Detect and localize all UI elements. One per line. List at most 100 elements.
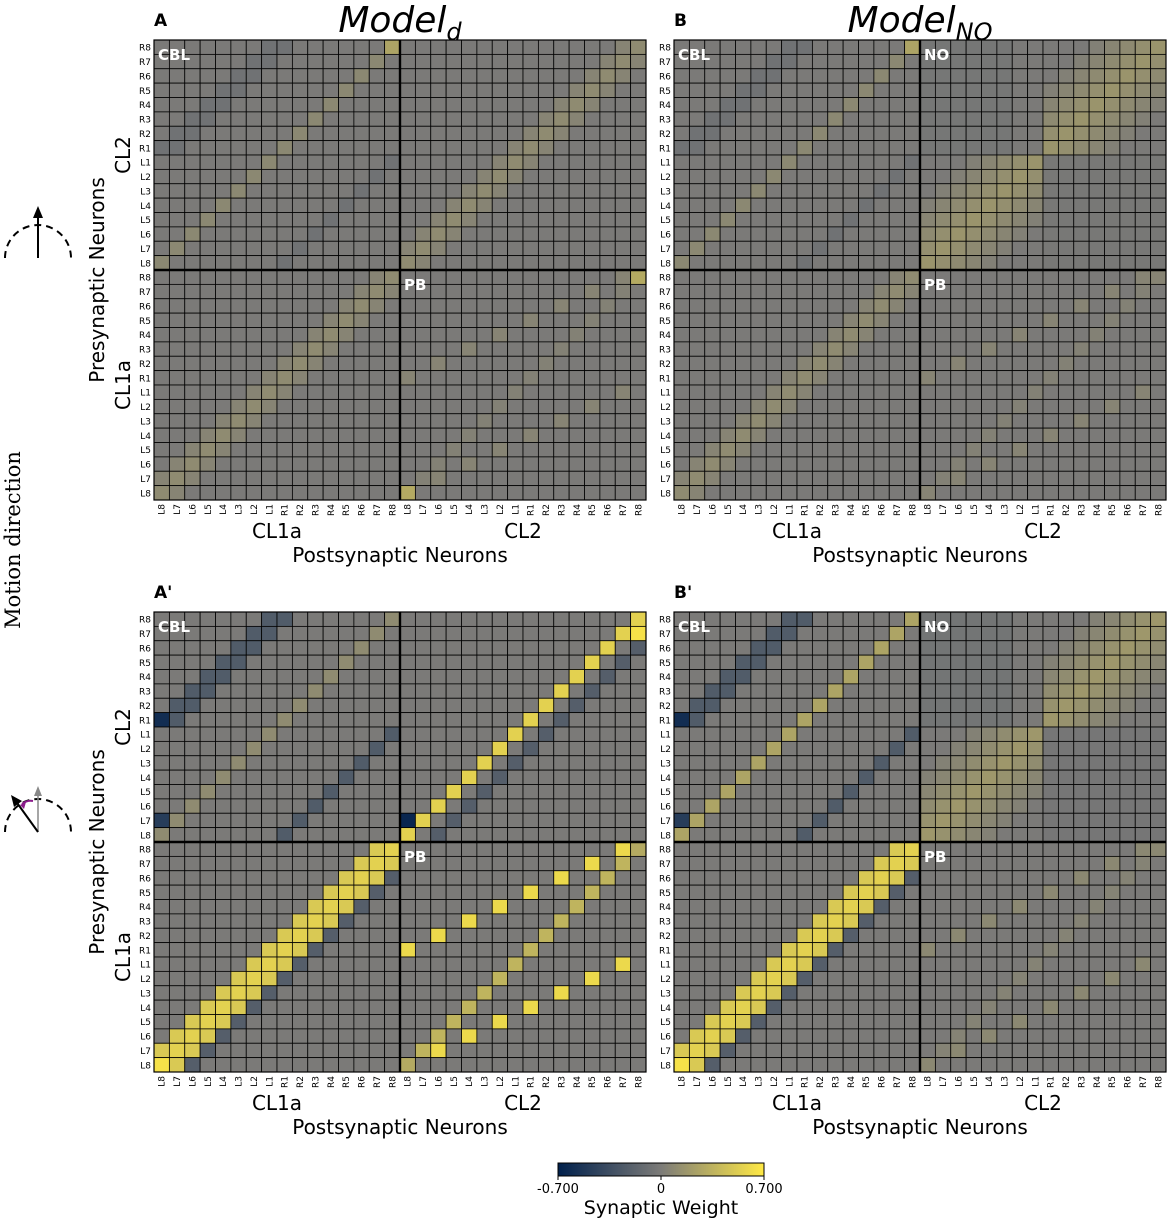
heatmap-cell [322,183,339,199]
heatmap-cell [230,640,247,656]
heatmap-cell [704,956,721,972]
heatmap-cell [338,456,355,472]
heatmap-cell [827,240,844,257]
heatmap-cell [476,899,493,915]
heatmap-cell [673,427,690,443]
heatmap-cell [614,870,632,886]
panel-letter: B [674,11,687,31]
heatmap-cell [904,726,921,742]
heatmap-cell [1150,226,1167,242]
heatmap-cell [1088,154,1105,170]
heatmap-cell [461,312,478,328]
heatmap-cell [399,427,416,443]
heatmap-cell [1134,212,1152,228]
heatmap-cell [934,1014,952,1030]
heatmap-cell [1011,327,1029,343]
heatmap-cell [553,942,570,958]
heatmap-cell [184,712,201,728]
heatmap-cell [1134,226,1152,242]
heatmap-cell [291,985,309,1001]
heatmap-cell [735,712,752,728]
heatmap-cell [934,298,952,314]
heatmap-cell [1042,712,1059,728]
row-tick-label: L5 [660,1018,671,1028]
heatmap-cell [430,726,447,742]
heatmap-cell [842,985,859,1001]
heatmap-cell [461,913,478,929]
heatmap-cell [735,68,752,84]
heatmap-cell [796,485,813,501]
heatmap-cell [614,798,632,814]
heatmap-cell [153,413,170,429]
heatmap-cell [522,697,539,714]
col-tick-label: R6 [878,1076,888,1088]
heatmap-cell [811,784,829,800]
heatmap-cell [965,956,982,972]
heatmap-cell [261,183,278,199]
heatmap-cell [614,740,632,757]
heatmap-cell [491,999,509,1015]
heatmap-cell [445,168,462,185]
heatmap-cell [276,442,293,458]
heatmap-cell [1104,355,1121,372]
heatmap-cell [568,740,585,757]
heatmap-cell [1150,255,1167,271]
heatmap-cell [1042,740,1059,757]
heatmap-cell [291,39,309,55]
heatmap-cell [1027,841,1044,857]
heatmap-cell [414,654,432,670]
heatmap-cell [981,1057,998,1073]
heatmap-cell [461,140,478,156]
heatmap-cell [719,985,736,1001]
heatmap-cell [1119,197,1136,213]
heatmap-cell [1011,784,1029,800]
heatmap-cell [934,183,952,199]
heatmap-cell [1027,39,1044,55]
heatmap-cell [553,798,570,814]
heatmap-cell [735,697,752,714]
heatmap-cell [430,427,447,443]
heatmap-panel-3: R8R7R6R5R4R3R2R1L1L2L3L4L5L6L7L8R8R7R6R5… [85,583,647,1139]
heatmap-cell [568,111,585,127]
heatmap-cell [630,384,647,400]
col-tick-label: R6 [358,504,368,516]
heatmap-cell [1042,39,1059,55]
heatmap-cell [1088,470,1105,487]
heatmap-cell [261,812,278,829]
heatmap-cell [888,712,906,728]
heatmap-cell [996,154,1013,170]
heatmap-cell [184,312,201,328]
heatmap-cell [965,740,982,757]
heatmap-cell [338,53,355,70]
heatmap-cell [553,726,570,742]
heatmap-cell [1088,942,1105,958]
heatmap-cell [568,769,585,785]
heatmap-cell [215,68,232,84]
heatmap-cell [430,183,447,199]
row-tick-label: L4 [660,774,671,784]
heatmap-cell [750,1014,767,1030]
col-tick-label: R4 [327,1076,337,1088]
row-tick-label: L7 [140,245,151,255]
heatmap-cell [414,611,432,627]
heatmap-cell [384,212,401,228]
heatmap-cell [322,927,339,944]
heatmap-cell [476,398,493,415]
heatmap-cell [414,798,432,814]
heatmap-cell [673,398,690,415]
heatmap-cell [584,956,601,972]
heatmap-cell [384,82,401,98]
heatmap-cell [1134,769,1152,785]
heatmap-cell [1104,413,1121,429]
heatmap-cell [673,740,690,757]
heatmap-cell [1150,798,1167,814]
heatmap-cell [261,841,278,857]
heatmap-cell [630,68,647,84]
heatmap-cell [811,370,829,386]
heatmap-cell [276,125,293,142]
heatmap-cell [553,640,570,656]
heatmap-cell [1088,111,1105,127]
heatmap-cell [584,855,601,872]
heatmap-cell [781,97,798,113]
heatmap-cell [184,413,201,429]
